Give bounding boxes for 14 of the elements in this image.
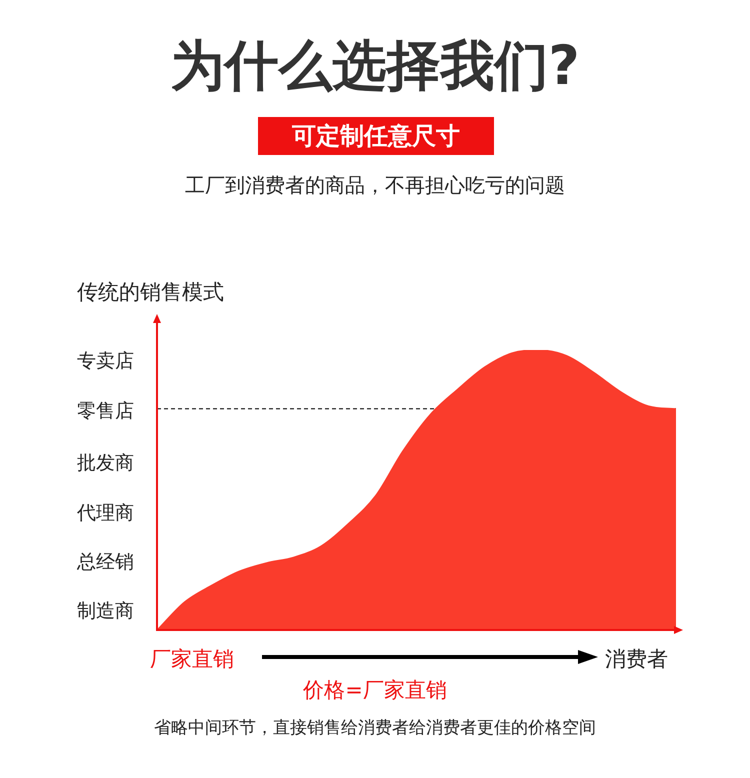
text: 消费者 (605, 646, 668, 673)
text: 制造商 (77, 599, 134, 624)
text: 省略中间环节，直接销售给消费者给消费者更佳的价格空间 (153, 717, 597, 739)
text: 代理商 (77, 501, 134, 526)
text: 工厂到消费者的商品，不再担心吃亏的问题 (184, 172, 566, 199)
text: 零售店 (77, 399, 134, 424)
chart-title: 为什么选择我们? (169, 33, 581, 99)
text: 批发商 (77, 451, 134, 476)
y-axis-title: 传统的销售模式 (77, 279, 224, 306)
text: 价格=厂家直销 (302, 677, 448, 704)
chart-subtitle: 可定制任意尺寸 (258, 117, 494, 155)
text: 总经销 (77, 550, 134, 575)
text: 专卖店 (77, 349, 134, 374)
text: 厂家直销 (150, 646, 234, 673)
